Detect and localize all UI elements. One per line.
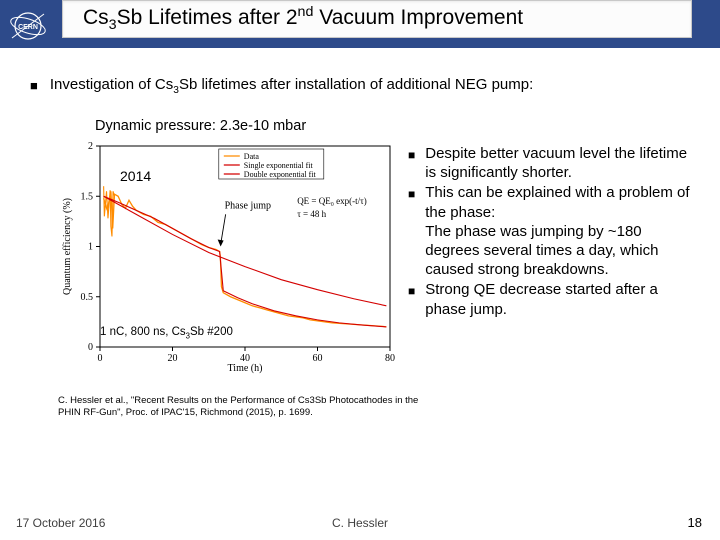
right-bullet-item: ■ This can be explained with a problem of… — [408, 183, 690, 279]
svg-text:Single exponential fit: Single exponential fit — [244, 161, 314, 170]
svg-text:0.5: 0.5 — [81, 292, 94, 303]
svg-text:τ = 48 h: τ = 48 h — [297, 209, 326, 219]
svg-text:Double exponential fit: Double exponential fit — [244, 170, 317, 179]
svg-text:20: 20 — [168, 353, 178, 364]
svg-text:CERN: CERN — [18, 24, 38, 31]
svg-text:80: 80 — [385, 353, 395, 364]
svg-text:2: 2 — [88, 141, 93, 152]
chart-conditions-label: 1 nC, 800 ns, Cs3Sb #200 — [100, 326, 233, 340]
svg-text:60: 60 — [313, 353, 323, 364]
cern-logo: CERN — [6, 4, 50, 48]
qe-lifetime-chart: 02040608000.511.52Time (h)Quantum effici… — [58, 140, 398, 375]
svg-text:Time (h): Time (h) — [228, 363, 263, 374]
footer-page-number: 18 — [688, 515, 702, 530]
right-bullet-text: This can be explained with a problem of … — [425, 183, 690, 279]
bullet-square-icon: ■ — [408, 284, 415, 299]
svg-text:Quantum efficiency (%): Quantum efficiency (%) — [62, 198, 73, 295]
title-text: Cs3Sb Lifetimes after 2nd Vacuum Improve… — [83, 4, 523, 33]
svg-text:1.5: 1.5 — [81, 191, 94, 202]
dynamic-pressure-label: Dynamic pressure: 2.3e-10 mbar — [95, 118, 690, 134]
svg-text:1: 1 — [88, 242, 93, 253]
main-bullet-text: Investigation of Cs3Sb lifetimes after i… — [50, 76, 533, 96]
svg-text:Data: Data — [244, 152, 260, 161]
footer-author: C. Hessler — [332, 516, 388, 530]
bullet-square-icon: ■ — [408, 148, 415, 163]
chart-year-label: 2014 — [120, 168, 151, 184]
svg-text:0: 0 — [98, 353, 103, 364]
footer-date: 17 October 2016 — [16, 516, 105, 530]
svg-text:QE = QE₀ exp(-t/τ): QE = QE₀ exp(-t/τ) — [297, 196, 367, 206]
citation-text: C. Hessler et al., "Recent Results on th… — [58, 395, 438, 419]
svg-text:0: 0 — [88, 342, 93, 353]
slide-title: Cs3Sb Lifetimes after 2nd Vacuum Improve… — [62, 0, 692, 38]
right-bullet-item: ■ Strong QE decrease started after a phas… — [408, 280, 690, 318]
main-bullet: ■ Investigation of Cs3Sb lifetimes after… — [30, 76, 690, 96]
right-bullet-item: ■ Despite better vacuum level the lifetim… — [408, 144, 690, 182]
svg-text:Phase jump: Phase jump — [225, 200, 271, 211]
bullet-square-icon: ■ — [30, 78, 38, 93]
right-bullet-list: ■ Despite better vacuum level the lifetim… — [398, 140, 690, 320]
bullet-square-icon: ■ — [408, 187, 415, 202]
right-bullet-text: Despite better vacuum level the lifetime… — [425, 144, 690, 182]
right-bullet-text: Strong QE decrease started after a phase… — [425, 280, 690, 318]
